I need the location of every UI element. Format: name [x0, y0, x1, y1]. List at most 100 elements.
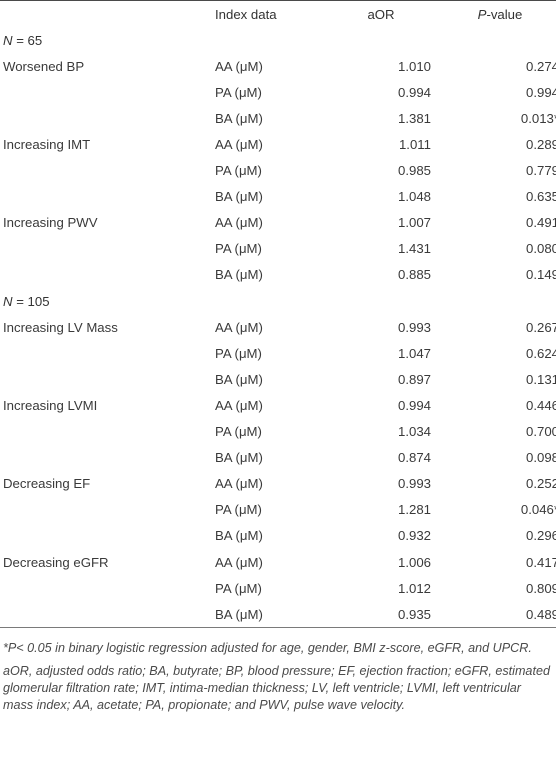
index-data-cell: BA (μM) [215, 371, 263, 387]
table-row: BA (μM) 0.897 0.131 [0, 366, 556, 392]
p-value-cell: 0.080 [525, 241, 556, 257]
outcome-name: Increasing PWV [3, 215, 98, 231]
outcome-name [0, 601, 215, 627]
p-value-cell: 0.296 [525, 528, 556, 544]
p-value-cell: 0.779 [525, 163, 556, 179]
aor-cell: 1.381 [397, 110, 431, 126]
p-value-cell: 0.098 [525, 450, 556, 466]
aor-cell: 0.993 [397, 476, 431, 492]
table-row: PA (μM) 0.985 0.779 [0, 158, 556, 184]
table-row: Increasing LVMI AA (μM) 0.994 0.446 [0, 392, 556, 418]
table-row: Worsened BP AA (μM) 1.010 0.274 [0, 53, 556, 79]
outcome-name [0, 262, 215, 288]
index-data-cell: AA (μM) [215, 137, 263, 153]
p-value-cell: 0.289 [525, 137, 556, 153]
index-data-cell: AA (μM) [215, 476, 263, 492]
header-outcome [0, 1, 215, 27]
p-value-cell: 0.809 [525, 580, 556, 596]
p-value-cell: 0.252 [525, 476, 556, 492]
group-row: N = 105 [0, 288, 556, 314]
p-value-cell: 0.267 [525, 319, 556, 335]
table-row: PA (μM) 1.012 0.809 [0, 575, 556, 601]
outcome-name [0, 445, 215, 471]
group-n-value: = 65 [12, 32, 43, 48]
table-row: Increasing LV Mass AA (μM) 0.993 0.267 [0, 314, 556, 340]
aor-cell: 0.932 [397, 528, 431, 544]
outcome-name: Decreasing eGFR [3, 554, 109, 570]
outcome-name [0, 79, 215, 105]
index-data-cell: PA (μM) [215, 241, 262, 257]
group-n-symbol: N [3, 293, 13, 309]
p-value-cell: 0.994 [525, 84, 556, 100]
index-data-cell: BA (μM) [215, 189, 263, 205]
footnote-significance: *P< 0.05 in binary logistic regression a… [3, 641, 532, 656]
aor-cell: 0.874 [397, 450, 431, 466]
p-value-cell: 0.700 [525, 424, 556, 440]
index-data-cell: BA (μM) [215, 110, 263, 126]
footnote-abbreviations: aOR, adjusted odds ratio; BA, butyrate; … [3, 664, 550, 712]
group-row: N = 65 [0, 27, 556, 53]
group-n-symbol: N [3, 32, 13, 48]
outcome-name [0, 340, 215, 366]
outcome-name: Increasing IMT [3, 137, 91, 153]
table-row: BA (μM) 1.381 0.013* [0, 105, 556, 131]
p-value-cell: 0.624 [525, 345, 556, 361]
outcome-name [0, 575, 215, 601]
p-value-cell: 0.131 [525, 371, 556, 387]
index-data-cell: PA (μM) [215, 163, 262, 179]
table-row: Decreasing eGFR AA (μM) 1.006 0.417 [0, 549, 556, 575]
aor-cell: 1.281 [397, 502, 431, 518]
header-p-rest: -value [486, 6, 523, 22]
table-row: Increasing PWV AA (μM) 1.007 0.491 [0, 210, 556, 236]
index-data-cell: BA (μM) [215, 450, 263, 466]
index-data-cell: AA (μM) [215, 215, 263, 231]
outcome-name [0, 184, 215, 210]
table-body: N = 65 Worsened BP AA (μM) 1.010 0.274 PA (μM… [0, 27, 556, 627]
index-data-cell: PA (μM) [215, 502, 262, 518]
index-data-cell: PA (μM) [215, 424, 262, 440]
header-p-italic: P [477, 6, 487, 22]
table-row: PA (μM) 1.281 0.046* [0, 497, 556, 523]
table-row: PA (μM) 0.994 0.994 [0, 79, 556, 105]
aor-cell: 1.011 [398, 137, 431, 153]
index-data-cell: AA (μM) [215, 58, 263, 74]
aor-cell: 1.431 [397, 241, 431, 257]
p-value-cell: 0.491 [525, 215, 556, 231]
p-value-cell: 0.149 [525, 267, 556, 283]
index-data-cell: AA (μM) [215, 319, 263, 335]
table-row: PA (μM) 1.034 0.700 [0, 419, 556, 445]
aor-cell: 1.010 [397, 58, 431, 74]
p-value-cell: 0.417 [525, 554, 556, 570]
table-row: PA (μM) 1.047 0.624 [0, 340, 556, 366]
header-aor: aOR [367, 6, 395, 22]
p-value-cell: 0.635 [525, 189, 556, 205]
outcome-name [0, 158, 215, 184]
p-value-cell: 0.046* [520, 502, 556, 518]
aor-cell: 1.006 [397, 554, 431, 570]
group-label: N = 105 [0, 288, 556, 314]
index-data-cell: PA (μM) [215, 84, 262, 100]
group-label: N = 65 [0, 27, 556, 53]
aor-cell: 0.993 [397, 319, 431, 335]
header-p-value: P-value [441, 1, 556, 27]
aor-cell: 0.985 [397, 163, 431, 179]
p-value-cell: 0.274 [525, 58, 556, 74]
outcome-name [0, 236, 215, 262]
index-data-cell: BA (μM) [215, 267, 263, 283]
index-data-cell: AA (μM) [215, 397, 263, 413]
aor-cell: 1.048 [397, 189, 431, 205]
outcome-name: Increasing LV Mass [3, 319, 118, 335]
table-row: BA (μM) 0.935 0.489 [0, 601, 556, 627]
table-row: BA (μM) 1.048 0.635 [0, 184, 556, 210]
table-row: BA (μM) 0.932 0.296 [0, 523, 556, 549]
p-value-cell: 0.489 [525, 606, 556, 622]
outcome-name: Increasing LVMI [3, 397, 98, 413]
header-index-data: Index data [215, 6, 277, 22]
aor-cell: 0.994 [397, 84, 431, 100]
index-data-cell: BA (μM) [215, 528, 263, 544]
p-value-cell: 0.013* [520, 110, 556, 126]
results-table: Index data aOR P-value N = 65 Worsened BP… [0, 0, 556, 712]
outcome-name [0, 419, 215, 445]
group-n-value: = 105 [12, 293, 50, 309]
table-row: BA (μM) 0.885 0.149 [0, 262, 556, 288]
